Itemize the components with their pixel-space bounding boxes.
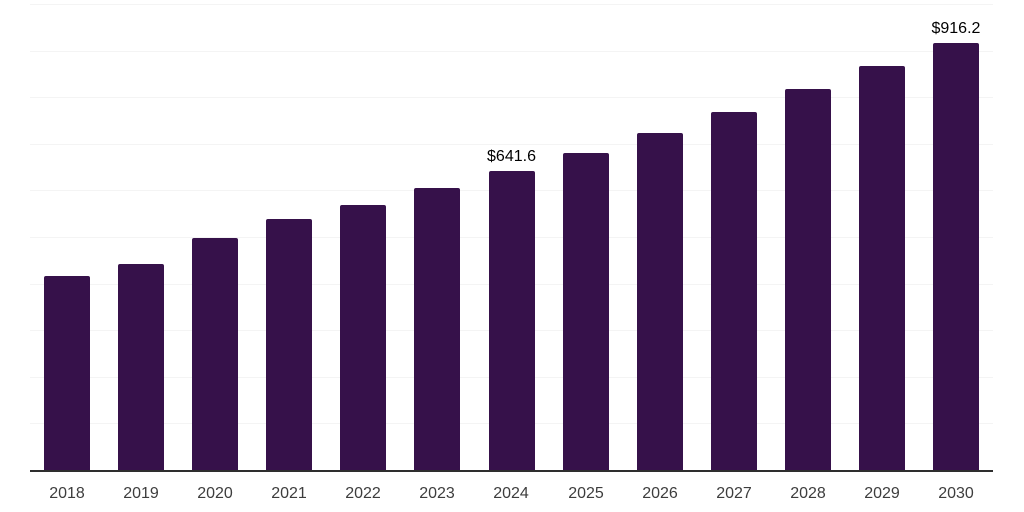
- x-tick-label-2022: 2022: [345, 485, 381, 502]
- value-label-2030: $916.2: [931, 20, 981, 37]
- x-tick-label-2028: 2028: [790, 485, 826, 502]
- x-tick-label-2025: 2025: [568, 485, 604, 502]
- bar-2030: [933, 43, 979, 470]
- bar-2026: [637, 133, 683, 470]
- bar-2020: [192, 238, 238, 470]
- bar-2024: [489, 171, 535, 470]
- x-tick-label-2023: 2023: [419, 485, 455, 502]
- x-axis-line: [30, 470, 993, 472]
- bar-2023: [414, 188, 460, 470]
- gridline: [30, 97, 993, 99]
- bar-2028: [785, 89, 831, 470]
- gridline: [30, 50, 993, 52]
- x-tick-label-2029: 2029: [864, 485, 900, 502]
- gridline: [30, 4, 993, 5]
- gridline: [30, 143, 993, 145]
- bar-2021: [266, 219, 312, 470]
- x-tick-label-2026: 2026: [642, 485, 678, 502]
- bar-2029: [859, 66, 905, 470]
- bar-2019: [118, 264, 164, 470]
- x-tick-label-2024: 2024: [493, 485, 529, 502]
- x-tick-label-2027: 2027: [716, 485, 752, 502]
- x-tick-label-2019: 2019: [123, 485, 159, 502]
- value-label-2024: $641.6: [487, 148, 536, 165]
- bar-2022: [340, 205, 386, 470]
- bar-2025: [563, 153, 609, 470]
- x-tick-label-2020: 2020: [197, 485, 233, 502]
- x-tick-label-2030: 2030: [938, 485, 974, 502]
- bar-2018: [44, 276, 90, 470]
- x-tick-label-2021: 2021: [271, 485, 307, 502]
- bar-2027: [711, 112, 757, 470]
- x-tick-label-2018: 2018: [49, 485, 85, 502]
